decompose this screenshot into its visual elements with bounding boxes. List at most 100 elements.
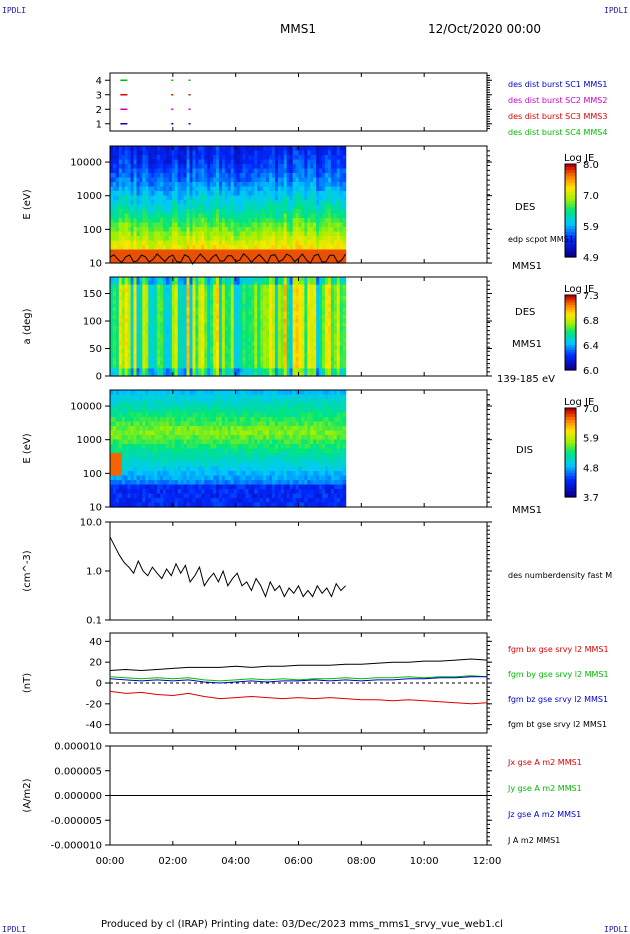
heatmap-cell bbox=[151, 311, 155, 316]
heatmap-cell bbox=[163, 218, 167, 224]
heatmap-cell bbox=[292, 277, 297, 282]
heatmap-cell bbox=[204, 218, 208, 224]
heatmap-cell bbox=[274, 168, 279, 174]
heatmap-cell bbox=[307, 258, 311, 264]
heatmap-cell bbox=[204, 231, 208, 237]
heatmap-cell bbox=[171, 353, 176, 358]
heatmap-cell bbox=[213, 322, 217, 328]
heatmap-cell bbox=[110, 330, 114, 335]
heatmap-cell bbox=[157, 444, 161, 450]
heatmap-cell bbox=[310, 288, 314, 293]
heatmap-cell bbox=[168, 356, 173, 362]
heatmap-cell bbox=[151, 471, 155, 477]
heatmap-cell bbox=[115, 150, 120, 156]
heatmap-cell bbox=[124, 231, 129, 237]
heatmap-cell bbox=[236, 360, 241, 366]
heatmap-cell bbox=[192, 360, 197, 366]
heatmap-cell bbox=[160, 435, 164, 441]
heatmap-cell bbox=[142, 307, 146, 312]
heatmap-cell bbox=[157, 493, 161, 499]
heatmap-cell bbox=[216, 353, 220, 358]
heatmap-cell bbox=[322, 227, 326, 233]
heatmap-cell bbox=[148, 277, 152, 282]
heatmap-cell bbox=[130, 349, 135, 354]
heatmap-cell bbox=[251, 200, 255, 206]
heatmap-cell bbox=[177, 150, 182, 156]
heatmap-cell bbox=[216, 349, 220, 354]
heatmap-cell bbox=[277, 280, 282, 286]
heatmap-cell bbox=[218, 372, 223, 377]
heatmap-cell bbox=[316, 204, 320, 210]
heatmap-cell bbox=[139, 258, 143, 264]
heatmap-cell bbox=[336, 209, 341, 215]
heatmap-cell bbox=[260, 164, 264, 170]
heatmap-cell bbox=[160, 430, 164, 436]
heatmap-cell bbox=[118, 315, 123, 320]
heatmap-cell bbox=[218, 164, 223, 170]
heatmap-cell bbox=[112, 349, 117, 354]
heatmap-cell bbox=[207, 311, 211, 316]
heatmap-cell bbox=[260, 186, 264, 192]
heatmap-cell bbox=[139, 489, 143, 495]
heatmap-cell bbox=[289, 227, 294, 233]
heatmap-cell bbox=[136, 258, 141, 264]
colorbar-segment bbox=[565, 337, 576, 341]
heatmap-cell bbox=[121, 288, 126, 293]
colorbar-segment bbox=[565, 310, 576, 314]
heatmap-cell bbox=[163, 435, 167, 441]
heatmap-cell bbox=[151, 399, 155, 405]
heatmap-cell bbox=[192, 303, 197, 309]
heatmap-cell bbox=[233, 364, 238, 369]
heatmap-cell bbox=[269, 236, 273, 242]
heatmap-cell bbox=[213, 191, 217, 197]
heatmap-cell bbox=[207, 254, 211, 260]
heatmap-cell bbox=[257, 236, 261, 242]
heatmap-cell bbox=[248, 245, 252, 251]
heatmap-cell bbox=[236, 249, 241, 255]
heatmap-cell bbox=[342, 258, 347, 264]
heatmap-cell bbox=[139, 498, 143, 504]
heatmap-cell bbox=[333, 168, 338, 174]
heatmap-cell bbox=[154, 372, 158, 377]
heatmap-cell bbox=[301, 364, 305, 369]
heatmap-cell bbox=[236, 326, 241, 331]
heatmap-cell bbox=[136, 453, 141, 459]
heatmap-cell bbox=[139, 356, 143, 362]
heatmap-cell bbox=[295, 322, 300, 328]
heatmap-cell bbox=[313, 360, 317, 366]
heatmap-cell bbox=[112, 330, 117, 335]
heatmap-cell bbox=[198, 254, 202, 260]
heatmap-cell bbox=[298, 334, 303, 339]
heatmap-cell bbox=[316, 341, 320, 347]
heatmap-cell bbox=[195, 303, 199, 309]
heatmap-cell bbox=[260, 356, 264, 362]
heatmap-cell bbox=[207, 177, 211, 183]
heatmap-cell bbox=[298, 240, 303, 246]
heatmap-cell bbox=[313, 315, 317, 320]
heatmap-cell bbox=[198, 326, 202, 331]
heatmap-cell bbox=[218, 231, 223, 237]
heatmap-cell bbox=[154, 448, 158, 454]
heatmap-cell bbox=[139, 353, 143, 358]
heatmap-cell bbox=[221, 372, 226, 377]
heatmap-cell bbox=[289, 177, 294, 183]
heatmap-cell bbox=[192, 280, 197, 286]
heatmap-cell bbox=[313, 288, 317, 293]
heatmap-cell bbox=[301, 311, 305, 316]
heatmap-cell bbox=[201, 337, 205, 343]
heatmap-cell bbox=[283, 213, 288, 219]
heatmap-cell bbox=[286, 177, 291, 183]
heatmap-cell bbox=[139, 195, 143, 201]
heatmap-cell bbox=[342, 150, 347, 156]
heatmap-cell bbox=[292, 218, 297, 224]
heatmap-cell bbox=[118, 182, 123, 188]
heatmap-cell bbox=[124, 453, 129, 459]
heatmap-cell bbox=[118, 408, 123, 414]
heatmap-cell bbox=[154, 249, 158, 255]
heatmap-cell bbox=[171, 334, 176, 339]
heatmap-cell bbox=[333, 245, 338, 251]
heatmap-cell bbox=[130, 277, 135, 282]
heatmap-cell bbox=[266, 296, 270, 301]
heatmap-cell bbox=[136, 299, 141, 305]
heatmap-cell bbox=[160, 209, 164, 215]
